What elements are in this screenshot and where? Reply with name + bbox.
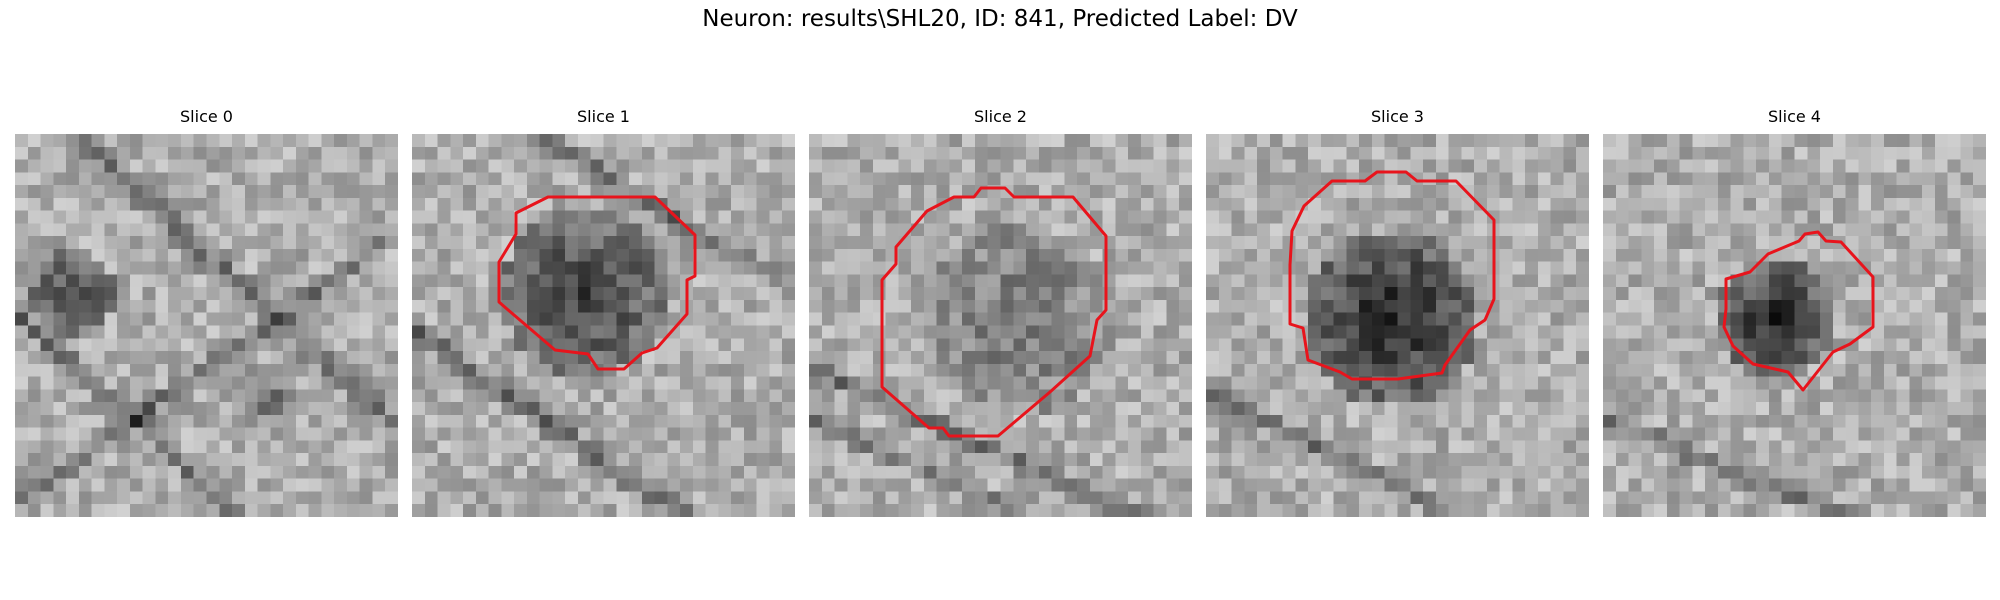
neuron-contour bbox=[1722, 230, 1875, 392]
contour-overlay bbox=[880, 186, 1108, 438]
contour-overlay bbox=[1288, 170, 1496, 381]
slice-title: Slice 1 bbox=[577, 107, 630, 126]
neuron-contour bbox=[497, 195, 697, 371]
neuron-contour bbox=[1288, 170, 1496, 381]
slice-title: Slice 2 bbox=[974, 107, 1027, 126]
slice-image bbox=[412, 134, 795, 517]
slice-title: Slice 3 bbox=[1371, 107, 1424, 126]
contour-overlay bbox=[1722, 230, 1875, 392]
slice-image bbox=[15, 134, 398, 517]
microscopy-image bbox=[809, 134, 1192, 517]
microscopy-image bbox=[1603, 134, 1986, 517]
contour-overlay bbox=[497, 195, 697, 371]
microscopy-image bbox=[1206, 134, 1589, 517]
slice-title: Slice 0 bbox=[180, 107, 233, 126]
slice-image bbox=[1206, 134, 1589, 517]
contour-overlay bbox=[15, 134, 398, 517]
neuron-contour bbox=[880, 186, 1108, 438]
slice-image bbox=[809, 134, 1192, 517]
figure-title: Neuron: results\SHL20, ID: 841, Predicte… bbox=[702, 6, 1298, 32]
microscopy-image bbox=[15, 134, 398, 517]
slice-image bbox=[1603, 134, 1986, 517]
slice-title: Slice 4 bbox=[1768, 107, 1821, 126]
